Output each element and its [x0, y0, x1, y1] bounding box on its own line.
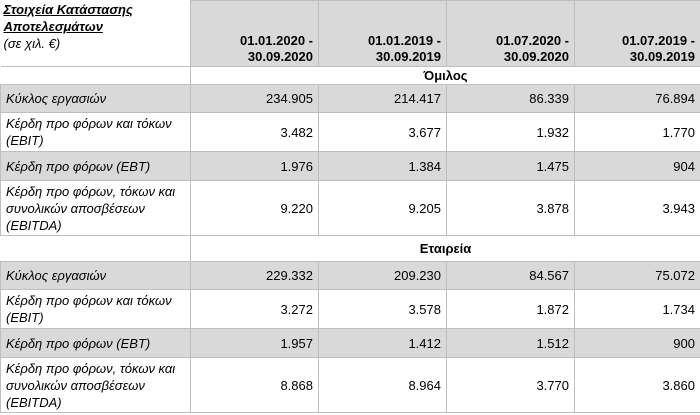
section-name: Όμιλος [190, 66, 700, 85]
data-row: Κέρδη προ φόρων, τόκων και συνολικών απο… [0, 357, 700, 413]
period-line: 01.01.2020 - [239, 33, 313, 48]
value-cell: 1.512 [446, 328, 575, 358]
value-cell: 3.482 [190, 112, 319, 152]
value-cell: 3.272 [190, 289, 319, 329]
period-line: 01.07.2019 - [621, 33, 695, 48]
value-cell: 1.412 [318, 328, 447, 358]
period-header: 01.01.2019 -30.09.2019 [318, 0, 447, 67]
data-row: Κέρδη προ φόρων (EBT) 1.976 1.384 1.475 904 [0, 151, 700, 181]
unit: (σε χιλ. €) [3, 35, 61, 51]
data-row: Κέρδη προ φόρων (EBT) 1.957 1.412 1.512 900 [0, 328, 700, 358]
section-blank [0, 66, 191, 85]
period-line: 30.09.2019 [629, 49, 695, 64]
value-cell: 1.384 [318, 151, 447, 181]
value-cell: 234.905 [190, 84, 319, 113]
value-cell: 900 [574, 328, 700, 358]
value-cell: 75.072 [574, 261, 700, 290]
value-cell: 76.894 [574, 84, 700, 113]
value-cell: 3.860 [574, 357, 700, 413]
value-cell: 8.868 [190, 357, 319, 413]
period-header: 01.01.2020 -30.09.2020 [190, 0, 319, 67]
title-cell: Στοιχεία Κατάστασης Αποτελεσμάτων (σε χιλ.… [1, 1, 191, 67]
value-cell: 1.976 [190, 151, 319, 181]
section-row: Όμιλος [0, 66, 700, 85]
value-cell: 3.578 [318, 289, 447, 329]
period-line: 01.07.2020 - [495, 33, 569, 48]
value-cell: 1.872 [446, 289, 575, 329]
section-blank [0, 235, 191, 262]
data-row: Κύκλος εργασιών 234.905 214.417 86.339 76.89… [0, 84, 700, 113]
section-name: Εταιρεία [190, 235, 700, 262]
value-cell: 9.220 [190, 180, 319, 236]
value-cell: 229.332 [190, 261, 319, 290]
value-cell: 1.734 [574, 289, 700, 329]
title-line: Αποτελεσμάτων [3, 18, 103, 34]
period-line: 01.01.2019 - [367, 33, 441, 48]
data-row: Κέρδη προ φόρων και τόκων (EBIT) 3.272 3.5… [0, 289, 700, 329]
value-cell: 904 [574, 151, 700, 181]
value-cell: 86.339 [446, 84, 575, 113]
value-cell: 1.932 [446, 112, 575, 152]
value-cell: 209.230 [318, 261, 447, 290]
data-row: Κύκλος εργασιών 229.332 209.230 84.567 75.07… [0, 261, 700, 290]
row-label: Κέρδη προ φόρων και τόκων (EBIT) [0, 112, 191, 152]
value-cell: 3.677 [318, 112, 447, 152]
value-cell: 9.205 [318, 180, 447, 236]
row-label: Κέρδη προ φόρων (EBT) [0, 151, 191, 181]
value-cell: 3.878 [446, 180, 575, 236]
title-line: Στοιχεία Κατάστασης [3, 1, 133, 17]
period-header: 01.07.2020 -30.09.2020 [446, 0, 575, 67]
row-label: Κέρδη προ φόρων (EBT) [0, 328, 191, 358]
data-row: Κέρδη προ φόρων, τόκων και συνολικών απο… [0, 180, 700, 236]
row-label: Κέρδη προ φόρων και τόκων (EBIT) [0, 289, 191, 329]
row-label: Κύκλος εργασιών [0, 261, 191, 290]
value-cell: 1.957 [190, 328, 319, 358]
value-cell: 84.567 [446, 261, 575, 290]
value-cell: 1.770 [574, 112, 700, 152]
row-label: Κέρδη προ φόρων, τόκων και συνολικών απο… [0, 180, 191, 236]
value-cell: 8.964 [318, 357, 447, 413]
value-cell: 1.475 [446, 151, 575, 181]
data-row: Κέρδη προ φόρων και τόκων (EBIT) 3.482 3.6… [0, 112, 700, 152]
value-cell: 3.943 [574, 180, 700, 236]
value-cell: 214.417 [318, 84, 447, 113]
row-label: Κέρδη προ φόρων, τόκων και συνολικών απο… [0, 357, 191, 413]
header-row: Στοιχεία Κατάστασης Αποτελεσμάτων (σε χιλ.… [1, 0, 700, 67]
period-line: 30.09.2019 [375, 49, 441, 64]
period-header: 01.07.2019 -30.09.2019 [574, 0, 700, 67]
row-label: Κύκλος εργασιών [0, 84, 191, 113]
period-line: 30.09.2020 [503, 49, 569, 64]
period-line: 30.09.2020 [247, 49, 313, 64]
value-cell: 3.770 [446, 357, 575, 413]
section-row: Εταιρεία [0, 235, 700, 262]
